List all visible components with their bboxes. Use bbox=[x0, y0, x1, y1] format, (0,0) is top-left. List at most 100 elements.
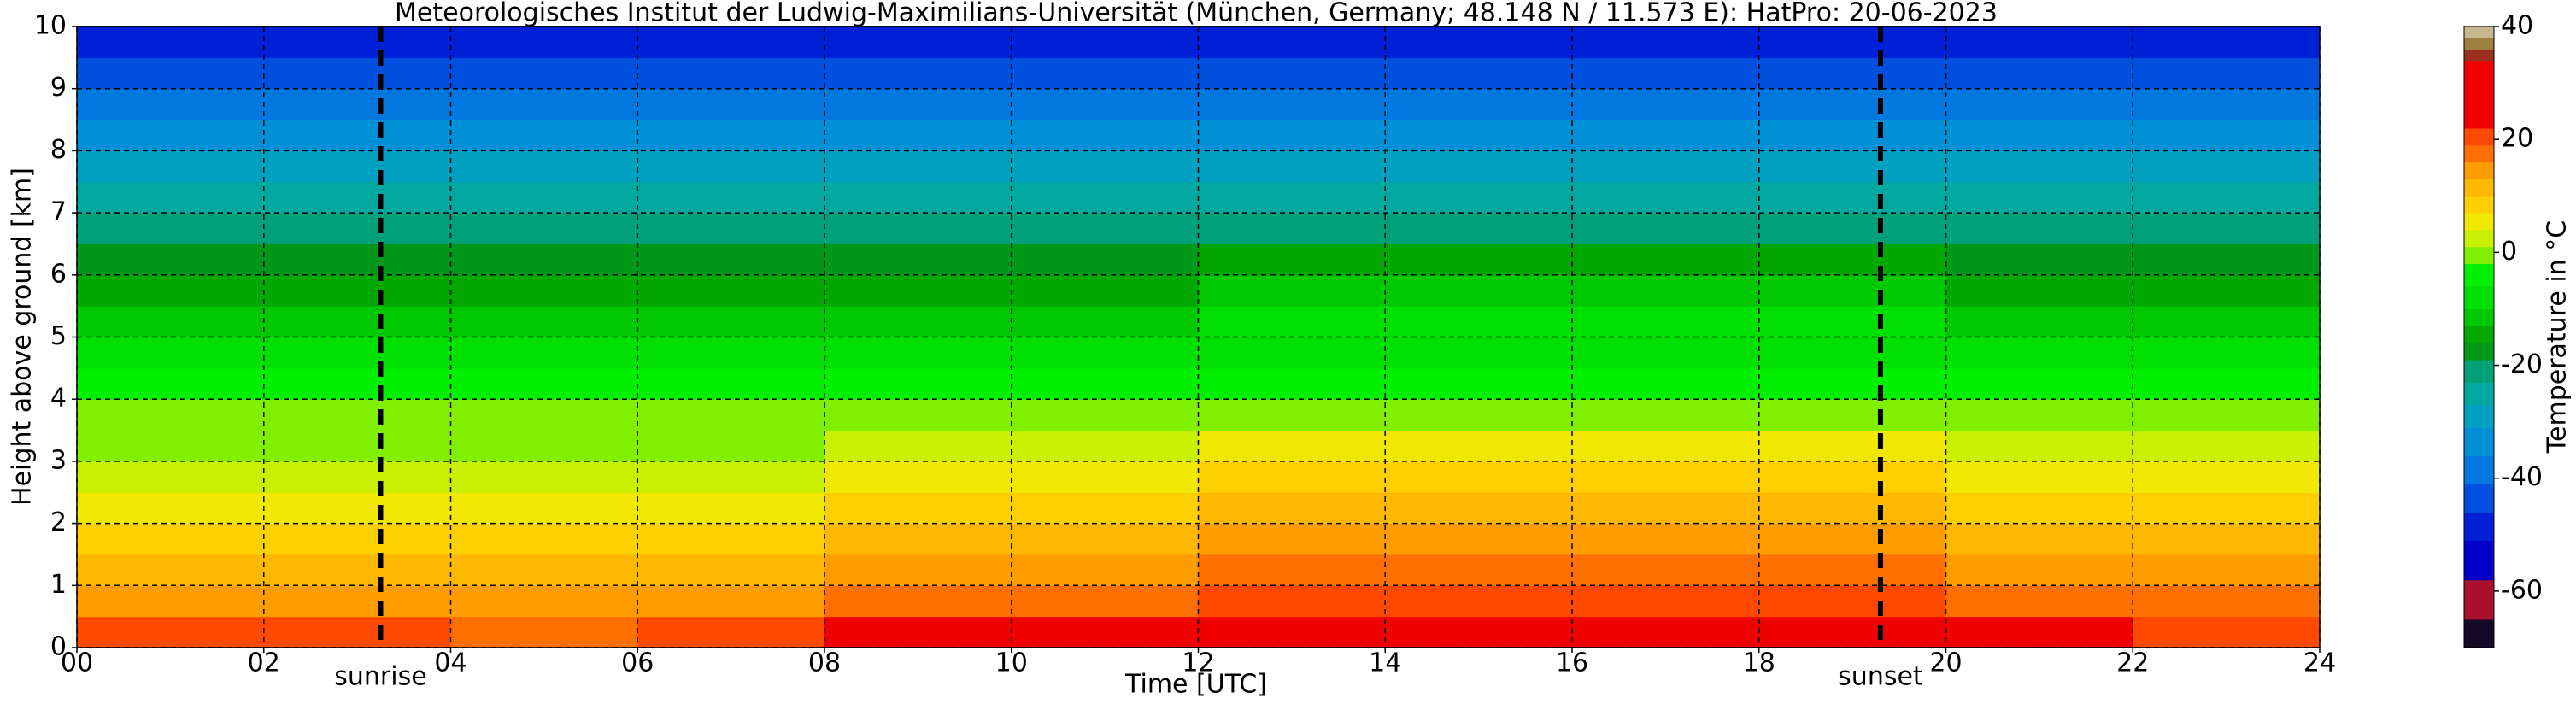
y-tick-label: 0 bbox=[50, 632, 67, 662]
heatmap-cell bbox=[263, 399, 451, 431]
heatmap-cell bbox=[1945, 213, 2133, 244]
colorbar-segment bbox=[2464, 49, 2494, 62]
heatmap-cell bbox=[1011, 461, 1199, 493]
heatmap-cell bbox=[637, 616, 825, 648]
heatmap-cell bbox=[77, 243, 265, 276]
heatmap-cell bbox=[77, 150, 265, 183]
colorbar-segment bbox=[2464, 619, 2494, 648]
heatmap-cell bbox=[1758, 367, 1946, 400]
heatmap-cell bbox=[1945, 554, 2133, 586]
heatmap-cell bbox=[1572, 461, 1760, 493]
heatmap-cell bbox=[824, 430, 1012, 462]
colorbar-frame bbox=[2463, 26, 2495, 648]
heatmap-cell bbox=[263, 367, 451, 400]
heatmap-cell bbox=[450, 461, 638, 493]
heatmap-cell bbox=[824, 367, 1012, 400]
x-tick-label: 20 bbox=[1929, 648, 1962, 678]
heatmap-cell bbox=[1011, 243, 1199, 276]
heatmap-cell bbox=[1198, 399, 1386, 431]
heatmap-cell bbox=[1011, 492, 1199, 525]
heatmap-cell bbox=[1198, 181, 1386, 214]
heatmap-cell bbox=[263, 523, 451, 555]
heatmap-cell bbox=[1011, 274, 1199, 307]
heatmap-cell bbox=[1198, 213, 1386, 244]
heatmap-cell bbox=[1945, 399, 2133, 431]
heatmap-cell bbox=[1945, 523, 2133, 555]
heatmap-cell bbox=[1572, 88, 1760, 120]
heatmap-cell bbox=[1198, 492, 1386, 525]
heatmap-cell bbox=[450, 88, 638, 120]
heatmap-cell bbox=[1385, 399, 1573, 431]
heatmap-cell bbox=[77, 461, 265, 493]
heatmap-cell bbox=[1385, 337, 1573, 369]
heatmap-cell bbox=[2133, 523, 2321, 555]
heatmap-cell bbox=[637, 367, 825, 400]
heatmap-cell bbox=[637, 181, 825, 214]
heatmap-cell bbox=[77, 337, 265, 369]
heatmap-cell bbox=[637, 274, 825, 307]
x-tick-label: 08 bbox=[808, 648, 841, 678]
heatmap-cell bbox=[1198, 585, 1386, 618]
heatmap-cell bbox=[1198, 523, 1386, 555]
heatmap-cell bbox=[1945, 150, 2133, 183]
heatmap-cell bbox=[1198, 367, 1386, 400]
heatmap-cell bbox=[263, 461, 451, 493]
heatmap-cell bbox=[2133, 337, 2321, 369]
heatmap-cell bbox=[1758, 461, 1946, 493]
heatmap-cell bbox=[824, 243, 1012, 276]
heatmap-cell bbox=[1945, 616, 2133, 648]
heatmap-cell bbox=[1198, 120, 1386, 151]
heatmap-cell bbox=[2133, 120, 2321, 151]
heatmap-cell bbox=[450, 213, 638, 244]
y-tick-label: 6 bbox=[50, 259, 67, 289]
heatmap-cell bbox=[824, 150, 1012, 183]
heatmap-cell bbox=[450, 120, 638, 151]
heatmap-cell bbox=[450, 367, 638, 400]
heatmap-cell bbox=[1385, 461, 1573, 493]
heatmap-cell bbox=[824, 554, 1012, 586]
heatmap-cell bbox=[1758, 120, 1946, 151]
heatmap-cell bbox=[1945, 492, 2133, 525]
heatmap-cell bbox=[1011, 181, 1199, 214]
colorbar-segment bbox=[2464, 343, 2494, 361]
heatmap-cell bbox=[1011, 150, 1199, 183]
colorbar-tick-label: -40 bbox=[2501, 462, 2543, 492]
heatmap-cell bbox=[1198, 337, 1386, 369]
heatmap-cell bbox=[1572, 337, 1760, 369]
heatmap-cell bbox=[450, 523, 638, 555]
x-tick-label: 02 bbox=[248, 648, 280, 678]
x-tick-label: 12 bbox=[1182, 648, 1214, 678]
heatmap-cell bbox=[1572, 57, 1760, 90]
heatmap-cell bbox=[77, 57, 265, 90]
event-label: sunset bbox=[1838, 662, 1923, 692]
heatmap-cell bbox=[1385, 88, 1573, 120]
colorbar-segment bbox=[2464, 38, 2494, 50]
heatmap-cell bbox=[263, 88, 451, 120]
heatmap-cell bbox=[1945, 26, 2133, 58]
heatmap-cell bbox=[263, 57, 451, 90]
heatmap-cell bbox=[1758, 523, 1946, 555]
heatmap-cell bbox=[1758, 181, 1946, 214]
heatmap-cell bbox=[1945, 274, 2133, 307]
heatmap-cell bbox=[1385, 120, 1573, 151]
heatmap-cell bbox=[1011, 57, 1199, 90]
heatmap-cell bbox=[1011, 337, 1199, 369]
heatmap-cell bbox=[1011, 523, 1199, 555]
heatmap-cell bbox=[1198, 150, 1386, 183]
heatmap-cell bbox=[450, 181, 638, 214]
heatmap-cell bbox=[824, 461, 1012, 493]
heatmap-cell bbox=[1572, 523, 1760, 555]
heatmap-cell bbox=[1198, 430, 1386, 462]
heatmap-cell bbox=[1198, 461, 1386, 493]
heatmap-cell bbox=[263, 430, 451, 462]
heatmap-cell bbox=[263, 554, 451, 586]
heatmap-cell bbox=[637, 306, 825, 337]
x-tick-label: 10 bbox=[995, 648, 1028, 678]
x-tick-label: 24 bbox=[2303, 648, 2336, 678]
heatmap-cell bbox=[1758, 274, 1946, 307]
heatmap-cell bbox=[263, 181, 451, 214]
heatmap-cell bbox=[1385, 274, 1573, 307]
heatmap-cell bbox=[1198, 306, 1386, 337]
heatmap-cell bbox=[1758, 399, 1946, 431]
